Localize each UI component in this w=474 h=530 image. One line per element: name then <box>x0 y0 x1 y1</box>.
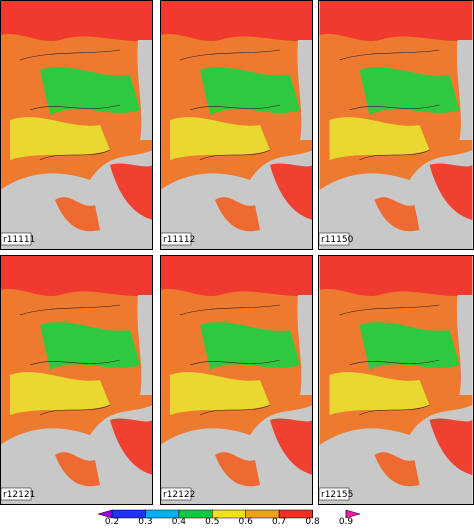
label-box <box>160 487 192 501</box>
panel-label: r12155 <box>321 490 353 500</box>
colorbar-tick-label: 0.9 <box>339 517 354 526</box>
map-panel: r11150 <box>318 0 474 250</box>
map-panel: r12121 <box>0 255 153 505</box>
panel-label: r12121 <box>3 490 35 500</box>
panel-frame <box>0 0 153 250</box>
map-raster <box>160 255 313 505</box>
colorbar-tick-label: 0.6 <box>239 517 254 526</box>
panel-label: r11150 <box>321 235 354 245</box>
label-box <box>0 487 32 501</box>
label-box <box>0 232 32 246</box>
colorbar-tick-label: 0.3 <box>138 517 152 526</box>
map-raster <box>319 255 473 505</box>
panel-label: r11111 <box>3 235 35 245</box>
map-raster <box>0 0 153 250</box>
map-raster <box>0 255 153 505</box>
colorbar-tick-label: 0.8 <box>305 517 320 526</box>
map-panel: r12155 <box>318 255 474 505</box>
panel-frame <box>160 0 313 250</box>
colorbar-tick-label: 0.7 <box>272 517 286 526</box>
map-raster <box>319 0 473 250</box>
label-box <box>318 487 350 501</box>
colorbar-tick-label: 0.5 <box>205 517 219 526</box>
panel-label: r11112 <box>163 235 195 245</box>
panel-label: r12122 <box>163 490 195 500</box>
panel-frame <box>0 255 153 505</box>
colorbar-tick-label: 0.2 <box>105 517 119 526</box>
map-panel: r11111 <box>0 0 153 250</box>
map-raster <box>160 0 313 250</box>
map-panel: r12122 <box>160 255 313 505</box>
colorbar-tick-label: 0.4 <box>172 517 187 526</box>
label-box <box>318 232 350 246</box>
map-panel: r11112 <box>160 0 313 250</box>
label-box <box>160 232 192 246</box>
panel-frame <box>160 255 313 505</box>
